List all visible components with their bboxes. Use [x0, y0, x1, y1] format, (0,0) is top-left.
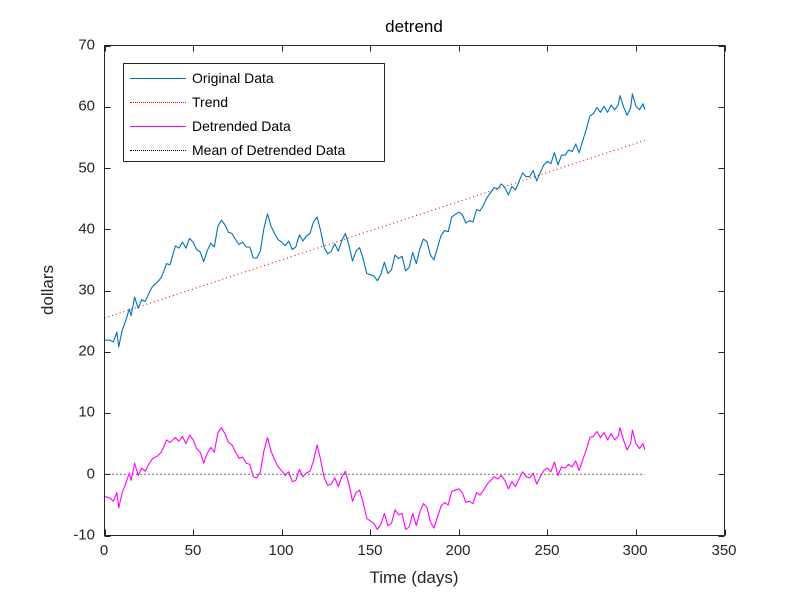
y-tick-label: 30	[78, 281, 95, 299]
legend-item-trend: Trend	[130, 92, 228, 112]
detrended-data-line	[104, 427, 646, 530]
y-tick-label: 40	[78, 220, 95, 238]
legend-solid-line-icon	[130, 77, 186, 79]
y-tick-label: -10	[73, 526, 95, 544]
y-tick-label: 20	[78, 342, 95, 360]
original-data-line	[104, 93, 646, 348]
x-tick-label: 0	[99, 542, 109, 559]
trend-line	[104, 139, 645, 319]
x-tick-label: 50	[184, 542, 202, 559]
legend-dotted-line-icon	[130, 101, 186, 103]
axes-box	[104, 45, 725, 536]
y-tick-label: 10	[78, 403, 95, 421]
x-tick-label: 300	[622, 542, 648, 559]
legend-item-original: Original Data	[130, 68, 274, 88]
y-axis-label: dollars	[38, 264, 57, 316]
y-tick-label: 0	[86, 465, 95, 483]
x-tick-label: 250	[534, 542, 560, 559]
legend-item-mean: Mean of Detrended Data	[130, 140, 345, 160]
axis-ticks	[104, 45, 726, 537]
legend-label: Trend	[192, 94, 229, 110]
y-tick-label: 60	[78, 97, 95, 115]
y-tick-label: 70	[78, 36, 95, 54]
y-tick-label: 50	[78, 159, 95, 177]
legend-item-detrended: Detrended Data	[130, 116, 291, 136]
legend-solid-line-icon	[130, 125, 186, 127]
x-axis-label: Time (days)	[369, 568, 459, 587]
legend-label: Detrended Data	[192, 118, 291, 134]
plot-area	[104, 93, 646, 530]
legend: Original Data Trend Detrended Data Mean …	[123, 63, 385, 162]
legend-label: Original Data	[192, 70, 274, 86]
x-tick-label: 200	[445, 542, 471, 559]
x-tick-label: 150	[357, 542, 383, 559]
chart-title: detrend	[385, 17, 443, 36]
legend-label: Mean of Detrended Data	[192, 142, 346, 158]
x-tick-label: 350	[711, 542, 737, 559]
legend-dotted-line-icon	[130, 149, 186, 151]
x-tick-label: 100	[268, 542, 294, 559]
